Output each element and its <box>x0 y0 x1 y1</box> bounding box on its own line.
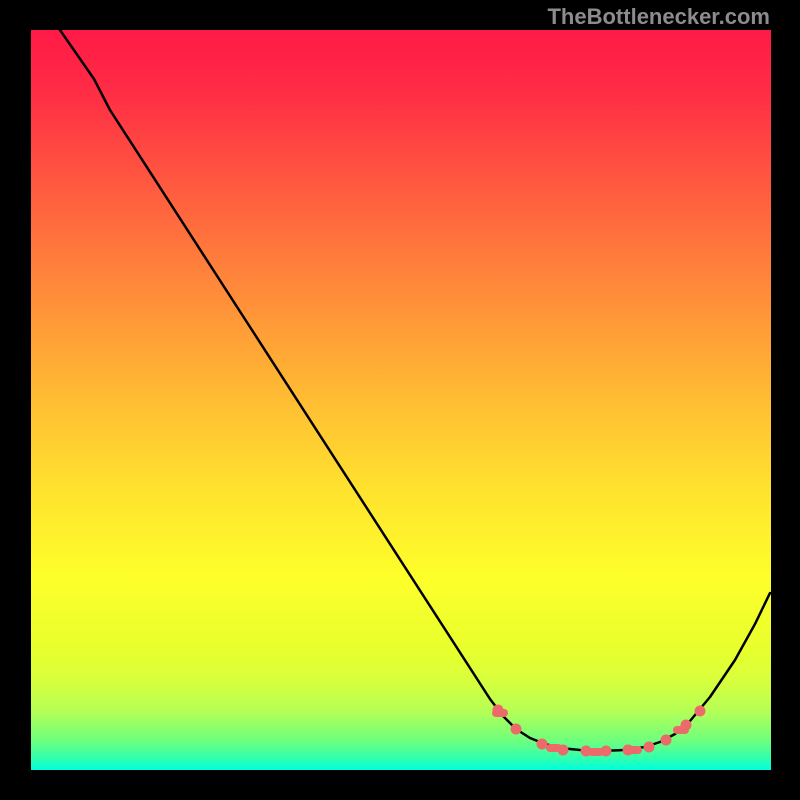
marker-dot <box>681 720 692 731</box>
bottleneck-chart <box>0 0 800 800</box>
marker-dot <box>644 742 655 753</box>
marker-dot <box>558 745 569 756</box>
marker-dot <box>537 739 548 750</box>
marker-dot <box>601 746 612 757</box>
attribution-text: TheBottlenecker.com <box>547 4 770 30</box>
marker-dot <box>581 746 592 757</box>
marker-dot <box>695 706 706 717</box>
marker-dot <box>623 745 634 756</box>
marker-dot <box>661 735 672 746</box>
marker-dot <box>493 705 504 716</box>
gradient-background <box>31 30 771 770</box>
marker-dot <box>511 724 522 735</box>
